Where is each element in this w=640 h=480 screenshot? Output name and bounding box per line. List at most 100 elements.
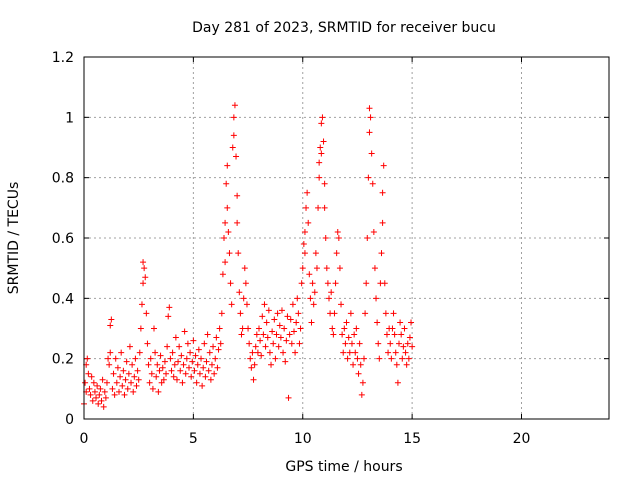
data-point xyxy=(136,349,143,356)
data-point xyxy=(254,349,261,356)
data-point xyxy=(366,129,373,136)
data-point xyxy=(330,331,337,338)
data-point xyxy=(358,391,365,398)
data-point xyxy=(147,355,154,362)
data-point xyxy=(229,144,236,151)
data-point xyxy=(190,337,197,344)
y-tick-label: 1 xyxy=(65,110,74,126)
data-point xyxy=(281,325,288,332)
data-point xyxy=(291,328,297,335)
data-point xyxy=(374,319,381,326)
data-point xyxy=(375,340,382,347)
data-point xyxy=(373,295,380,302)
data-point xyxy=(274,310,281,317)
data-point xyxy=(294,295,301,302)
data-point xyxy=(219,271,226,278)
data-point xyxy=(88,373,95,380)
data-point xyxy=(383,331,390,338)
data-point xyxy=(296,340,303,347)
data-point xyxy=(246,340,253,347)
data-point xyxy=(191,367,198,374)
data-point xyxy=(160,376,167,383)
data-point xyxy=(277,334,284,341)
data-point xyxy=(173,376,180,383)
data-point xyxy=(142,274,149,281)
data-point xyxy=(258,352,265,359)
data-point xyxy=(193,379,200,386)
data-point xyxy=(94,382,101,389)
data-point xyxy=(379,189,386,196)
data-point xyxy=(270,340,277,347)
data-point xyxy=(165,313,172,320)
data-point xyxy=(114,364,121,371)
data-point xyxy=(285,394,292,401)
data-point xyxy=(317,144,324,151)
data-point xyxy=(336,265,343,272)
y-tick-label: 0.2 xyxy=(52,352,74,368)
data-point xyxy=(288,340,295,347)
data-point xyxy=(222,259,229,266)
data-point xyxy=(128,379,135,386)
data-point xyxy=(192,352,199,359)
data-point xyxy=(396,340,402,347)
x-tick-label: 20 xyxy=(513,431,531,447)
data-point xyxy=(402,349,409,356)
data-point xyxy=(91,388,98,395)
data-point xyxy=(265,307,272,314)
data-point xyxy=(135,376,142,383)
data-point xyxy=(344,355,351,362)
data-point xyxy=(145,361,152,368)
y-axis-label: SRMTID / TECUs xyxy=(6,182,22,295)
data-point xyxy=(394,379,401,386)
data-point xyxy=(93,394,100,401)
data-point xyxy=(195,346,202,353)
data-point xyxy=(370,228,377,235)
data-point xyxy=(132,355,139,362)
data-point xyxy=(124,385,131,392)
data-point xyxy=(389,325,396,332)
data-point xyxy=(201,340,208,347)
data-point xyxy=(131,373,138,380)
data-point xyxy=(363,280,370,287)
data-point xyxy=(222,219,229,226)
data-point xyxy=(239,325,246,332)
data-point xyxy=(392,349,399,356)
data-point xyxy=(307,295,314,302)
data-point xyxy=(312,250,319,257)
data-point xyxy=(342,340,349,347)
data-point xyxy=(163,370,170,377)
data-point xyxy=(368,150,375,157)
data-point xyxy=(217,340,224,347)
data-point xyxy=(385,349,392,356)
data-point xyxy=(378,250,385,257)
data-point xyxy=(158,379,165,386)
data-point xyxy=(206,349,213,356)
data-point xyxy=(224,162,231,169)
data-point xyxy=(259,313,266,320)
data-point xyxy=(398,331,405,338)
plot-frame xyxy=(83,56,610,420)
data-point xyxy=(110,370,117,377)
data-point xyxy=(354,355,361,362)
data-point xyxy=(365,174,372,181)
data-point xyxy=(176,343,183,350)
data-point xyxy=(247,355,254,362)
data-point xyxy=(286,331,293,338)
data-point xyxy=(355,370,362,377)
data-point xyxy=(316,174,323,181)
data-point xyxy=(129,361,136,368)
data-point xyxy=(157,352,164,359)
data-point xyxy=(109,385,116,392)
data-point xyxy=(275,343,282,350)
data-point xyxy=(381,280,388,287)
data-point xyxy=(180,361,187,368)
data-point xyxy=(352,349,359,356)
data-point xyxy=(276,322,283,329)
data-point xyxy=(167,355,174,362)
data-point xyxy=(273,331,280,338)
data-point xyxy=(331,310,338,317)
data-point xyxy=(140,280,147,287)
data-point xyxy=(96,391,103,398)
data-point xyxy=(293,319,300,326)
data-point xyxy=(236,289,243,296)
